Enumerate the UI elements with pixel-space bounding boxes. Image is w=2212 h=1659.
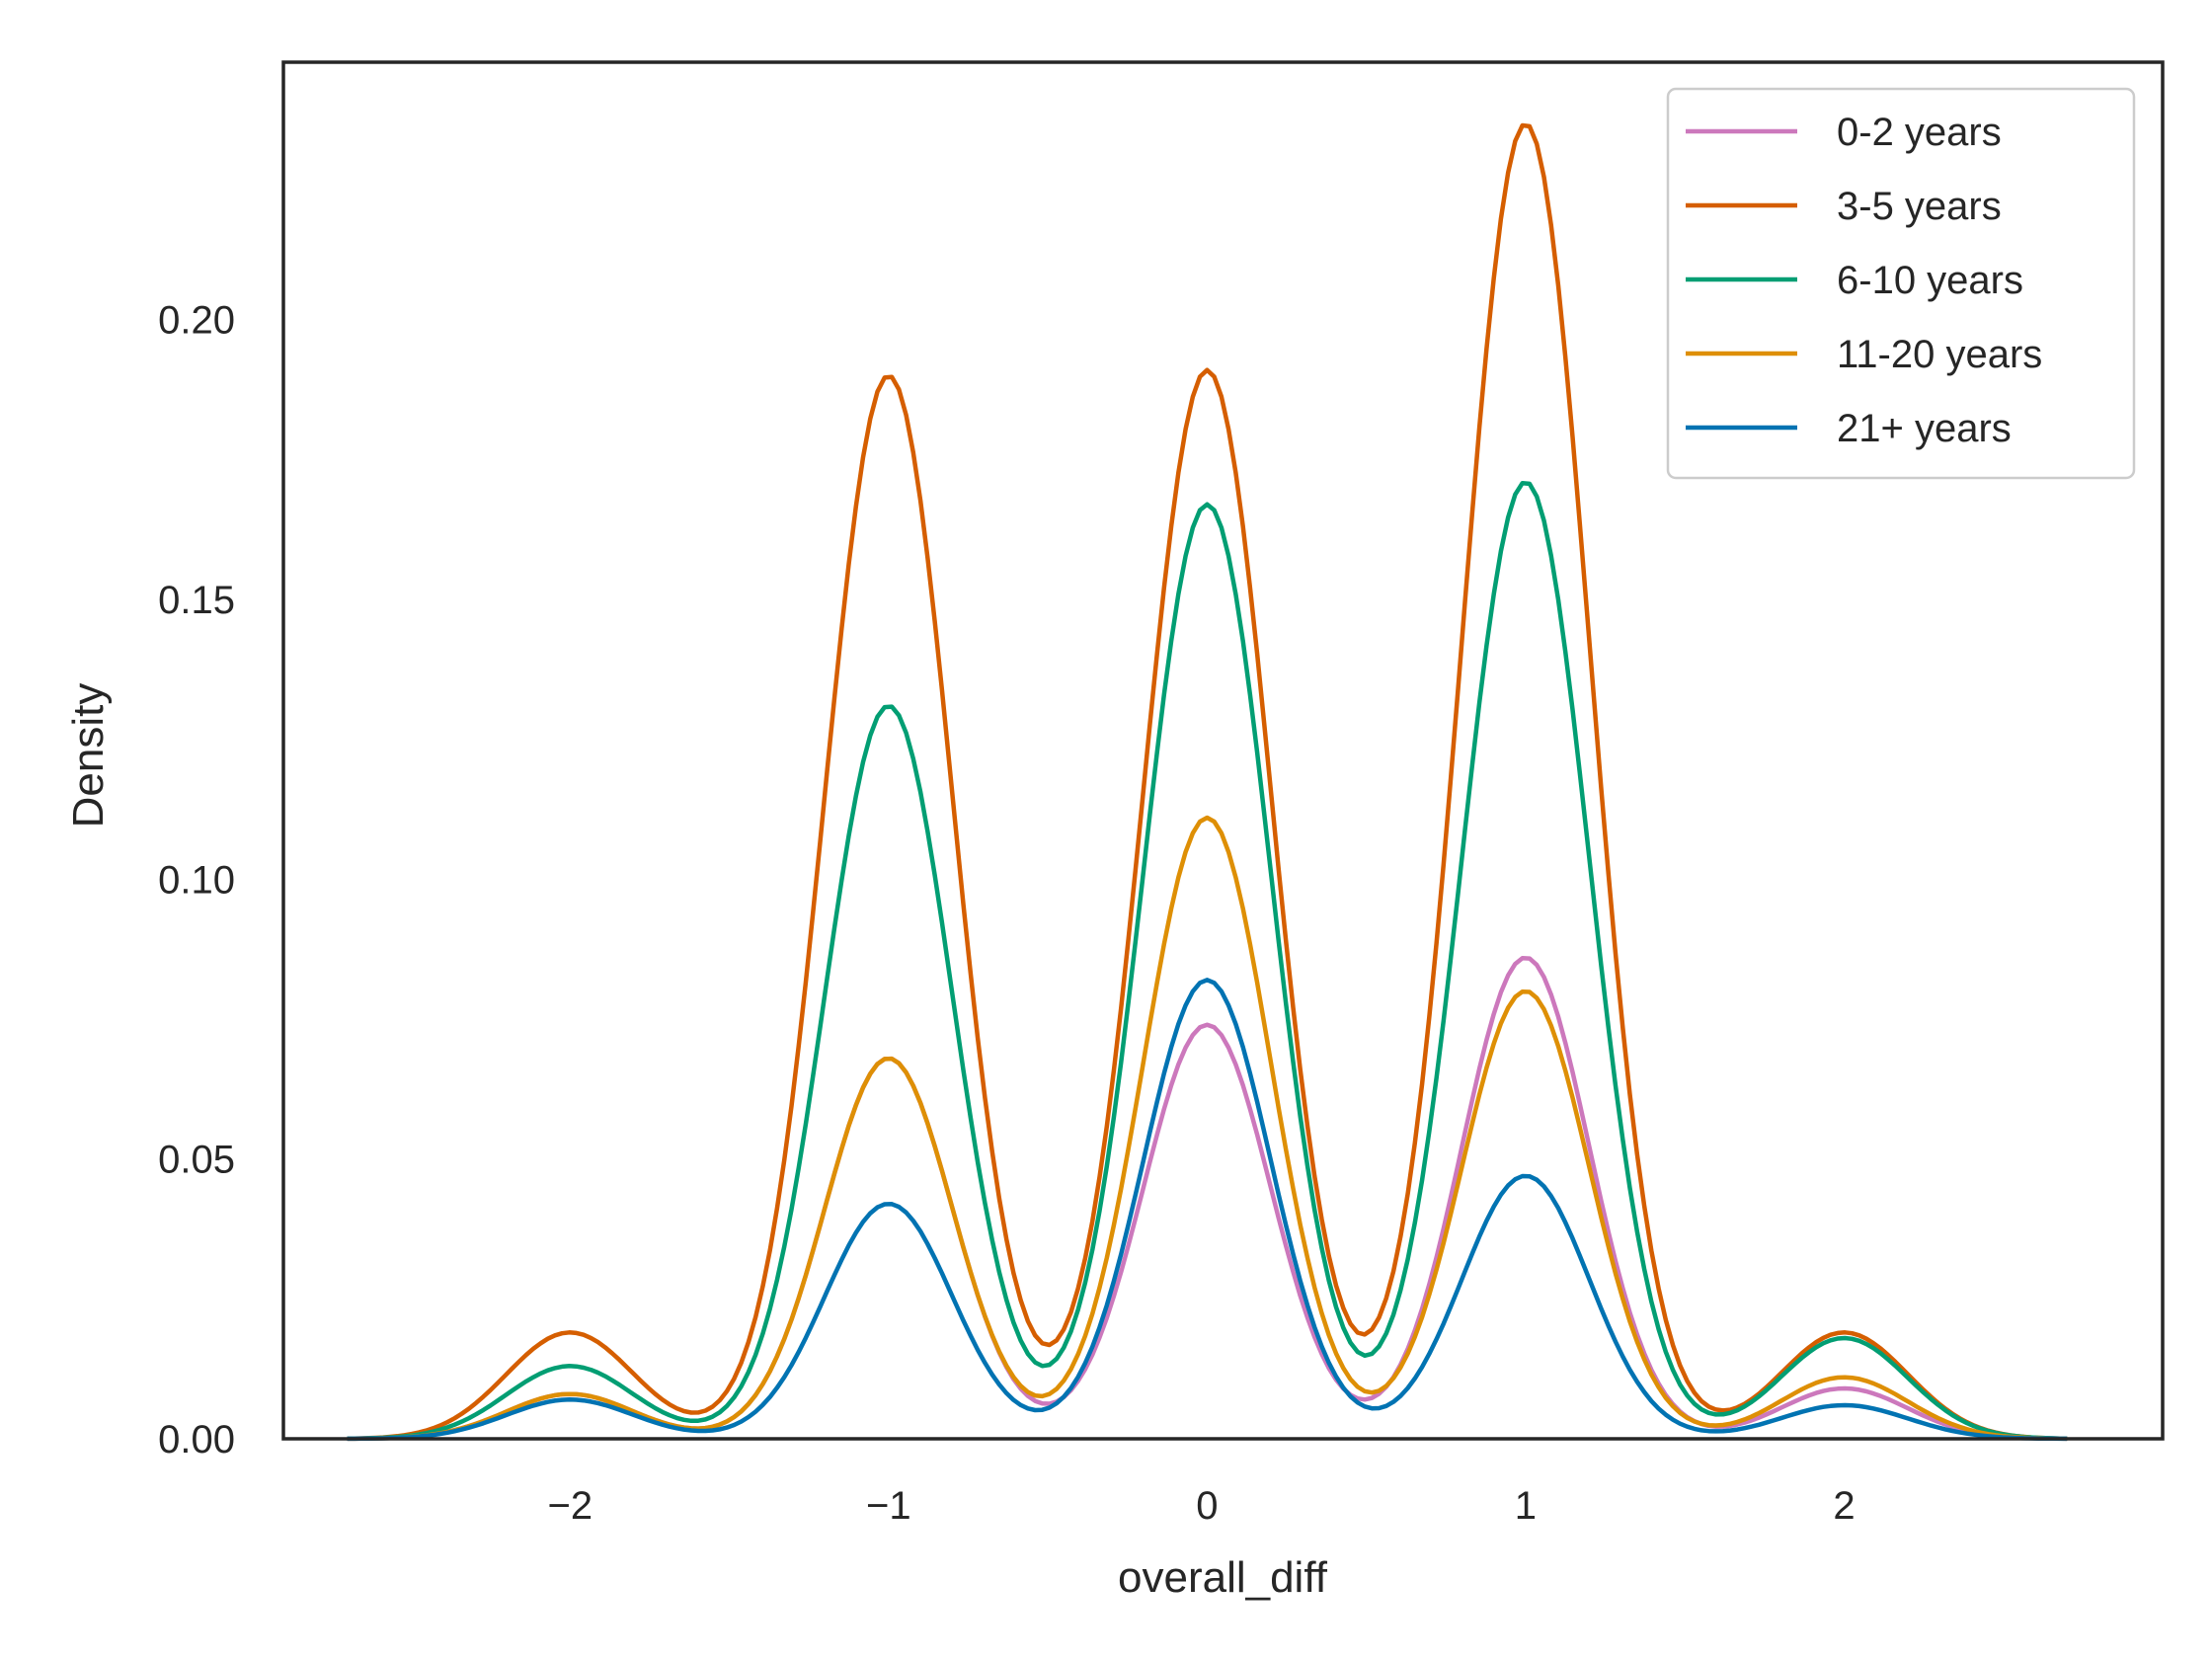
plot-frame — [281, 60, 2165, 1441]
x-tick-label: 0 — [1196, 1484, 1218, 1528]
density-curves — [347, 122, 2068, 1442]
legend-frame — [1666, 87, 2136, 480]
density-curve-4 — [347, 815, 2068, 1442]
x-axis-label: overall_diff — [1118, 1553, 1328, 1602]
density-curve-3 — [347, 480, 2068, 1442]
y-tick-label: 0.00 — [158, 1418, 235, 1462]
legend-label: 3-5 years — [1837, 185, 2002, 228]
density-curve-5 — [347, 978, 2068, 1442]
legend-label: 0-2 years — [1837, 111, 2002, 154]
x-axis-ticks: −2 −1 0 1 2 — [547, 1484, 1855, 1528]
x-tick-label: 2 — [1833, 1484, 1855, 1528]
density-curve-2 — [347, 122, 2068, 1442]
x-tick-label: −2 — [547, 1484, 592, 1528]
y-tick-label: 0.10 — [158, 858, 235, 902]
y-axis-ticks: 0.00 0.05 0.10 0.15 0.20 — [158, 299, 235, 1462]
x-tick-label: 1 — [1515, 1484, 1537, 1528]
y-tick-label: 0.20 — [158, 299, 235, 343]
y-tick-label: 0.05 — [158, 1139, 235, 1182]
legend-label: 21+ years — [1837, 407, 2012, 450]
legend-label: 11-20 years — [1837, 333, 2042, 376]
y-axis-label: Density — [64, 683, 113, 829]
legend: 0-2 years 3-5 years 6-10 years 11-20 years 2… — [1666, 87, 2136, 480]
legend-label: 6-10 years — [1837, 259, 2023, 302]
x-tick-label: −1 — [866, 1484, 911, 1528]
y-tick-label: 0.15 — [158, 579, 235, 622]
